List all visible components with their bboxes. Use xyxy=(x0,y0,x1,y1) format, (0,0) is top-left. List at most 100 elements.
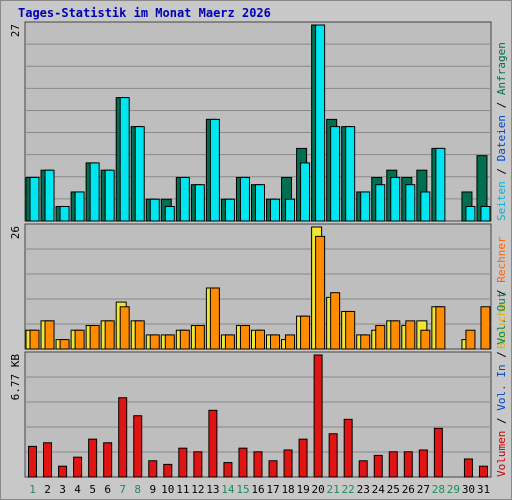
x-tick-label: 30 xyxy=(462,483,475,496)
chart-title: Tages-Statistik im Monat Maerz 2026 xyxy=(18,6,271,20)
bar-rechner xyxy=(330,292,341,350)
bar-volumen xyxy=(388,451,398,478)
x-tick-label: 18 xyxy=(281,483,294,496)
bar-rechner xyxy=(285,334,296,350)
bar-volumen xyxy=(283,449,293,478)
bar-rechner xyxy=(375,325,386,350)
bar-rechner xyxy=(315,235,326,350)
bar-dateien xyxy=(89,162,100,222)
bar-volumen xyxy=(88,438,98,478)
bar-dateien xyxy=(270,198,281,222)
bar-rechner xyxy=(270,334,281,350)
x-tick-label: 23 xyxy=(357,483,370,496)
x-tick-label: 3 xyxy=(59,483,66,496)
bar-rechner xyxy=(194,325,205,350)
bar-volumen xyxy=(43,442,53,478)
bar-volumen xyxy=(343,418,353,478)
bar-dateien xyxy=(209,118,220,222)
bar-rechner xyxy=(119,306,130,350)
bar-volumen xyxy=(403,451,413,478)
bar-volumen xyxy=(268,460,278,478)
chart-panel-3: 6.77 KB xyxy=(9,351,492,478)
right-legend: Seiten / Dateien / Anfragen xyxy=(495,42,508,221)
bar-volumen xyxy=(223,462,233,478)
bar-volumen xyxy=(463,458,473,478)
bar-rechner xyxy=(74,329,85,350)
bar-rechner xyxy=(164,334,175,350)
bar-volumen xyxy=(73,456,83,478)
bar-dateien xyxy=(405,184,416,222)
legend-entry: / xyxy=(495,351,508,364)
x-tick-label: 12 xyxy=(191,483,204,496)
bar-dateien xyxy=(330,126,341,222)
x-tick-label: 29 xyxy=(447,483,460,496)
legend-entry: / xyxy=(495,168,508,181)
bar-volumen xyxy=(358,460,368,478)
bar-dateien xyxy=(465,205,476,222)
x-tick-label: 13 xyxy=(206,483,219,496)
chart-panel-2: 26 xyxy=(9,223,492,350)
bar-rechner xyxy=(405,320,416,350)
bar-dateien xyxy=(420,191,431,222)
chart-panel-1: 27 xyxy=(9,21,492,222)
x-tick-label: 7 xyxy=(119,483,126,496)
bar-rechner xyxy=(345,310,356,350)
bar-dateien xyxy=(134,126,145,222)
bar-rechner xyxy=(435,306,446,350)
x-tick-label: 28 xyxy=(432,483,445,496)
bar-volumen xyxy=(133,415,143,478)
y-axis-max-label: 27 xyxy=(9,24,22,37)
bar-dateien xyxy=(435,147,446,222)
x-tick-label: 21 xyxy=(327,483,340,496)
bar-volumen xyxy=(178,447,188,478)
bar-volumen xyxy=(208,409,218,478)
bar-volumen xyxy=(148,460,158,478)
x-tick-label: 4 xyxy=(74,483,81,496)
legend-entry: Anfragen xyxy=(495,42,508,102)
x-tick-label: 26 xyxy=(402,483,415,496)
bar-dateien xyxy=(44,169,55,222)
x-tick-label: 25 xyxy=(387,483,400,496)
x-tick-label: 15 xyxy=(236,483,249,496)
bar-dateien xyxy=(74,191,85,222)
x-tick-label: 8 xyxy=(134,483,141,496)
bar-volumen xyxy=(163,463,173,478)
bar-volumen xyxy=(28,445,37,478)
bar-dateien xyxy=(194,184,205,222)
bar-volumen xyxy=(373,454,383,478)
bar-volumen xyxy=(193,451,203,478)
bar-dateien xyxy=(480,205,491,222)
bar-volumen xyxy=(313,354,323,478)
bar-volumen xyxy=(418,449,428,478)
bar-dateien xyxy=(360,191,371,222)
y-axis-max-label: 26 xyxy=(9,226,22,239)
bar-rechner xyxy=(420,329,431,350)
bar-rechner xyxy=(179,329,190,350)
bar-dateien xyxy=(224,198,235,222)
bar-volumen xyxy=(433,427,443,478)
bar-rechner xyxy=(480,306,491,350)
bar-rechner xyxy=(104,320,115,350)
bar-volumen xyxy=(58,465,68,478)
legend-entry: Vol. Out xyxy=(495,292,508,352)
bar-volumen xyxy=(103,442,113,478)
bar-rechner xyxy=(44,320,55,350)
legend-entry: Dateien xyxy=(495,115,508,168)
bar-rechner xyxy=(59,339,70,350)
bar-rechner xyxy=(239,325,250,350)
legend-entry: Volumen xyxy=(495,431,508,477)
bar-dateien xyxy=(254,184,265,222)
x-tick-label: 19 xyxy=(296,483,309,496)
legend-entry: Vol. In xyxy=(495,364,508,417)
x-tick-label: 10 xyxy=(161,483,174,496)
x-tick-label: 6 xyxy=(104,483,111,496)
right-legend: Volumen / Vol. In / Vol. Out xyxy=(495,292,508,477)
y-axis-max-label: 6.77 KB xyxy=(9,354,22,401)
right-legend: Besuche / Rechner xyxy=(495,236,508,349)
bar-dateien xyxy=(345,126,356,222)
legend-entry: / xyxy=(495,417,508,430)
bar-rechner xyxy=(149,334,160,350)
bar-volumen xyxy=(298,438,308,478)
bar-dateien xyxy=(315,24,326,222)
